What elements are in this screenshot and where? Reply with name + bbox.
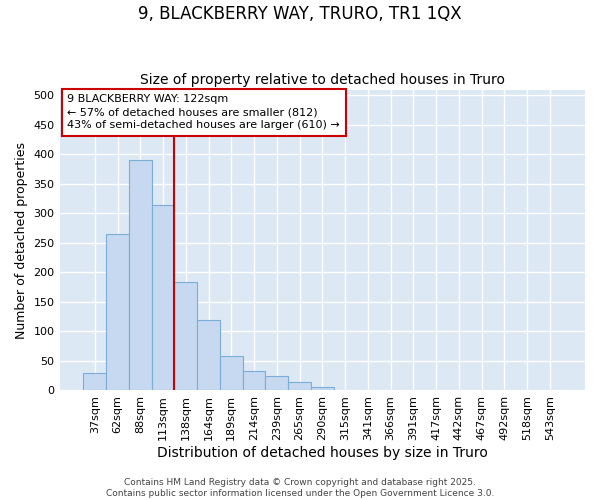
Bar	[197, 320, 220, 390]
X-axis label: Distribution of detached houses by size in Truro: Distribution of detached houses by size …	[157, 446, 488, 460]
Text: Contains HM Land Registry data © Crown copyright and database right 2025.
Contai: Contains HM Land Registry data © Crown c…	[106, 478, 494, 498]
Y-axis label: Number of detached properties: Number of detached properties	[15, 142, 28, 338]
Bar	[265, 376, 288, 390]
Bar	[220, 356, 242, 390]
Bar	[242, 371, 265, 390]
Title: Size of property relative to detached houses in Truro: Size of property relative to detached ho…	[140, 73, 505, 87]
Bar	[106, 234, 129, 390]
Bar	[83, 373, 106, 390]
Bar	[175, 282, 197, 391]
Text: 9, BLACKBERRY WAY, TRURO, TR1 1QX: 9, BLACKBERRY WAY, TRURO, TR1 1QX	[138, 5, 462, 23]
Bar	[288, 382, 311, 390]
Bar	[152, 204, 175, 390]
Bar	[129, 160, 152, 390]
Bar	[311, 387, 334, 390]
Text: 9 BLACKBERRY WAY: 122sqm
← 57% of detached houses are smaller (812)
43% of semi-: 9 BLACKBERRY WAY: 122sqm ← 57% of detach…	[67, 94, 340, 130]
